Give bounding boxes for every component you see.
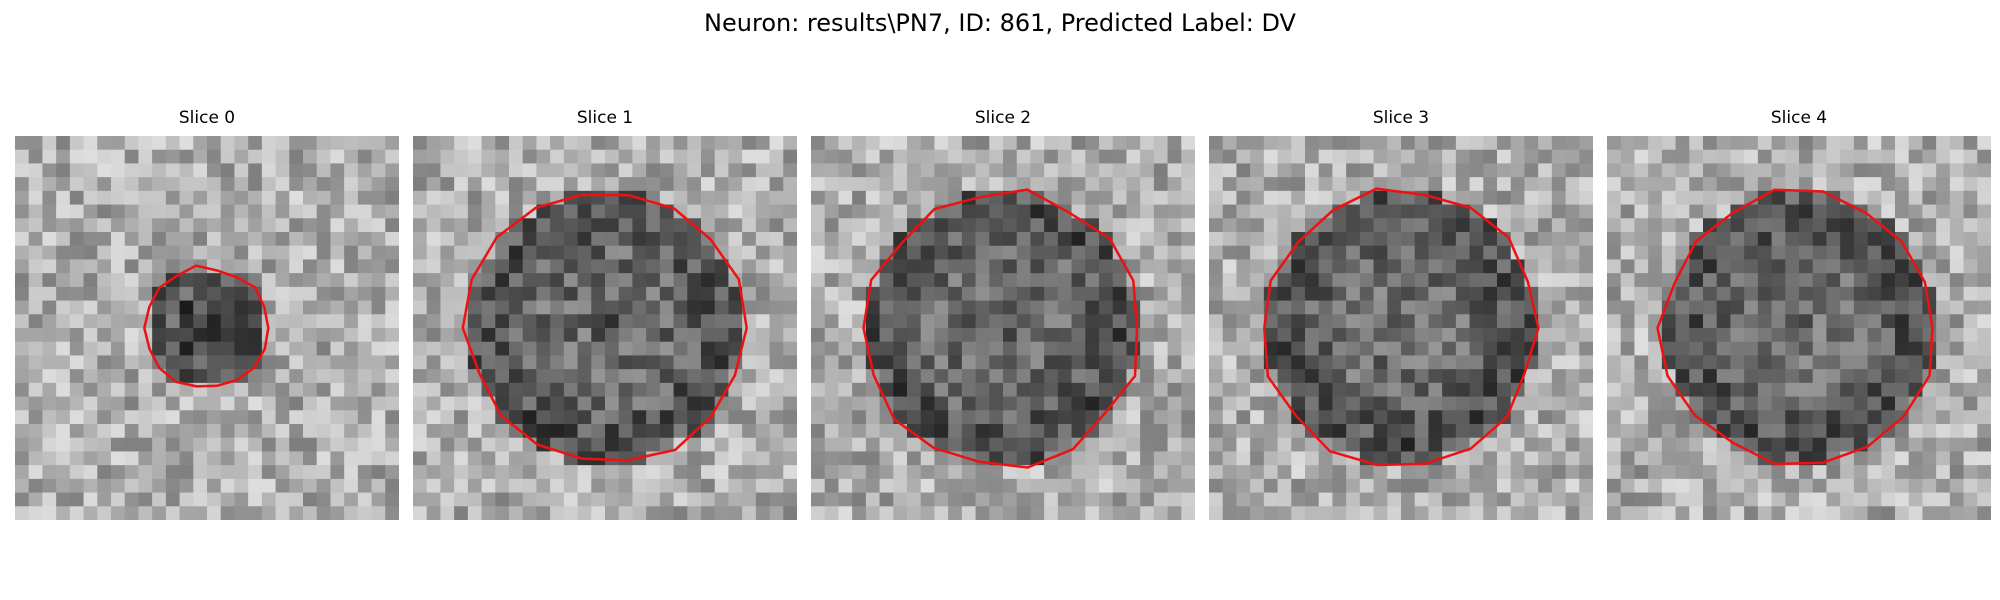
slice-title-1: Slice 1 (576, 108, 634, 128)
figure-title: Neuron: results\PN7, ID: 861, Predicted … (704, 9, 1296, 37)
slice-svg-1 (413, 136, 797, 520)
contour-outline-2 (862, 188, 1139, 469)
contour-outline-3 (1263, 187, 1540, 467)
slice-panel-3: Slice 3 (1209, 106, 1593, 520)
slice-title-2: Slice 2 (974, 108, 1032, 128)
slice-title-3: Slice 3 (1372, 108, 1430, 128)
slice-image-4 (1607, 136, 1991, 520)
slice-title-4: Slice 4 (1770, 108, 1828, 128)
slice-panel-1: Slice 1 (413, 106, 797, 520)
slice-panel-2: Slice 2 (811, 106, 1195, 520)
slice-image-1 (413, 136, 797, 520)
slice-svg-0 (15, 136, 399, 520)
slice-title-0: Slice 0 (178, 108, 236, 128)
slice-image-2 (811, 136, 1195, 520)
slice-panel-4: Slice 4 (1607, 106, 1991, 520)
slice-svg-4 (1607, 136, 1991, 520)
slice-svg-2 (811, 136, 1195, 520)
contour-outline-4 (1656, 188, 1934, 466)
slice-image-3 (1209, 136, 1593, 520)
slice-panel-0: Slice 0 (15, 106, 399, 520)
slice-image-0 (15, 136, 399, 520)
slice-svg-3 (1209, 136, 1593, 520)
contour-outline-1 (461, 193, 748, 462)
contour-outline-0 (143, 264, 270, 388)
